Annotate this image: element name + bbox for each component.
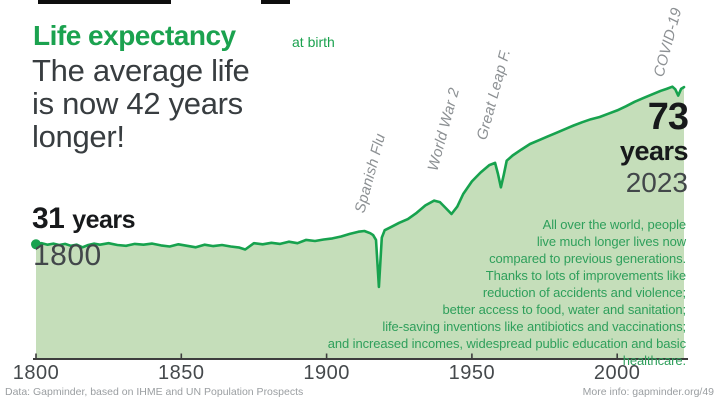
x-axis-tick xyxy=(180,353,183,359)
paragraph-line: and increased incomes, widespread public… xyxy=(327,336,686,368)
start-value: 31 xyxy=(32,202,65,235)
paragraph-line: All over the world, people xyxy=(542,217,686,232)
x-axis-tick xyxy=(325,353,328,359)
x-axis-tick-label: 1900 xyxy=(303,362,350,384)
x-axis-tick-label: 1850 xyxy=(158,362,205,384)
x-axis-tick xyxy=(471,353,473,359)
paragraph-line: Thanks to lots of improvements like xyxy=(485,268,686,283)
x-axis-tick xyxy=(616,353,618,359)
cropped-artifact-bar xyxy=(261,0,290,4)
start-year-label: 1800 xyxy=(33,239,102,272)
x-axis-tick xyxy=(35,353,37,359)
end-year-label: 2023 xyxy=(625,167,688,198)
headline-line-2: is now 42 years xyxy=(32,86,243,121)
x-axis-tick-label: 1950 xyxy=(448,362,496,384)
explainer-paragraph: All over the world, people live much lon… xyxy=(266,216,686,369)
paragraph-line: better access to food, water and sanitat… xyxy=(442,302,687,317)
area-fill xyxy=(36,86,684,358)
x-axis-line xyxy=(33,358,688,361)
start-value-label: 31 years xyxy=(32,202,136,236)
life-expectancy-line xyxy=(34,85,686,289)
paragraph-line: live much longer lives now xyxy=(536,234,686,249)
end-unit: years xyxy=(619,136,689,166)
paragraph-line: reduction of accidents and violence; xyxy=(482,285,686,300)
headline: The average life is now 42 years longer! xyxy=(32,54,250,153)
end-value-block: 73 years 2023 xyxy=(619,96,689,199)
start-unit: years xyxy=(72,206,136,234)
headline-line-1: The average life xyxy=(32,53,250,88)
x-axis-tick-label: 1800 xyxy=(12,362,60,384)
data-source-note: Data: Gapminder, based on IHME and UN Po… xyxy=(5,386,304,398)
paragraph-line: life-saving inventions like antibiotics … xyxy=(382,319,686,334)
headline-line-3: longer! xyxy=(32,119,125,154)
paragraph-line: compared to previous generations. xyxy=(489,251,686,266)
title-suffix: at birth xyxy=(292,34,335,50)
x-axis-tick-label: 2000 xyxy=(593,362,641,384)
end-value: 73 xyxy=(647,96,689,138)
more-info-link[interactable]: More info: gapminder.org/49 xyxy=(582,386,714,398)
page-title: Life expectancy xyxy=(33,20,236,51)
series-start-dot xyxy=(31,239,41,250)
cropped-artifact-bar xyxy=(38,0,171,4)
